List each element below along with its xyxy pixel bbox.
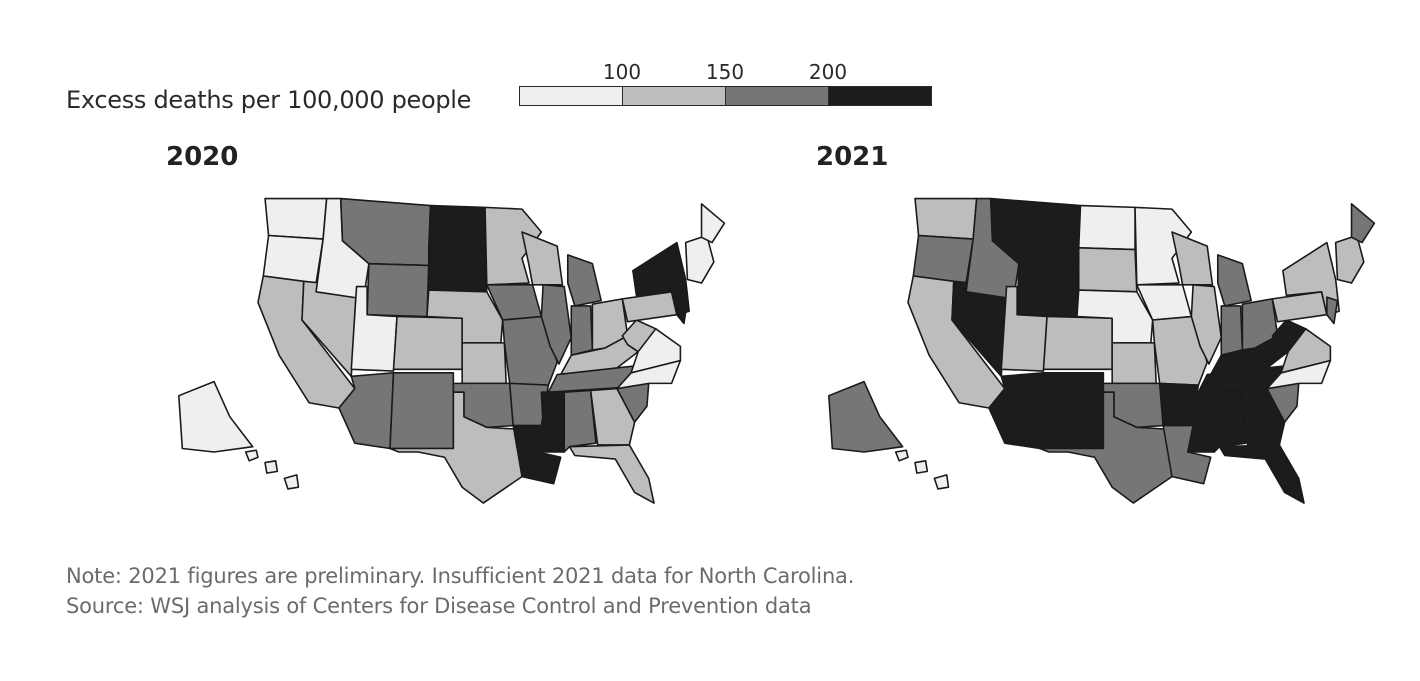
- state-ks-2020: [461, 342, 507, 385]
- state-wy-2021: [1016, 262, 1080, 318]
- state-mi-2020: [566, 254, 602, 307]
- state-al-2020: [563, 389, 597, 453]
- state-wa-2021: [914, 197, 978, 240]
- state-il-2020: [540, 284, 573, 365]
- state-nd-2021: [1077, 204, 1136, 251]
- note-text: Note: 2021 figures are preliminary. Insu…: [66, 564, 855, 588]
- legend-bin-100-150: [622, 86, 726, 106]
- us-map-2021: [828, 197, 1376, 504]
- state-or-2020: [262, 234, 324, 284]
- legend-title: Excess deaths per 100,000 people: [66, 86, 472, 114]
- state-ms-2021: [1187, 391, 1216, 453]
- state-fl-2021: [1218, 444, 1305, 504]
- state-hi-2020: [244, 449, 300, 490]
- state-nm-2021: [1039, 372, 1105, 450]
- state-in-2021: [1220, 305, 1244, 356]
- legend-bin-150-200: [725, 86, 829, 106]
- map-title-2021: 2021: [816, 142, 889, 172]
- legend-tick-100: 100: [602, 60, 642, 84]
- state-co-2021: [1042, 315, 1113, 371]
- state-co-2020: [392, 315, 463, 371]
- state-pa-2020: [621, 291, 678, 323]
- state-wa-2020: [264, 197, 328, 240]
- state-mi-2021: [1216, 254, 1252, 307]
- state-ak-2021: [828, 380, 904, 453]
- state-al-2021: [1213, 389, 1247, 453]
- state-me-2021: [1350, 203, 1376, 244]
- legend-bin-under-100: [519, 86, 623, 106]
- state-hi-2021: [894, 449, 950, 490]
- source-text: Source: WSJ analysis of Centers for Dise…: [66, 594, 812, 618]
- state-tx-2020: [389, 391, 523, 504]
- state-il-2021: [1190, 284, 1223, 365]
- state-wv-2021: [1271, 319, 1307, 353]
- state-sd-2020: [427, 247, 488, 293]
- legend-tick-150: 150: [705, 60, 745, 84]
- state-or-2021: [912, 234, 974, 284]
- state-ms-2020: [537, 391, 566, 453]
- state-nj-2020: [676, 296, 689, 325]
- state-sd-2021: [1077, 247, 1138, 293]
- state-in-2020: [570, 305, 594, 356]
- map-title-2020: 2020: [166, 142, 239, 172]
- legend-scale: 100 150 200: [519, 60, 932, 108]
- us-map-2020: [178, 197, 726, 504]
- state-ak-2020: [178, 380, 254, 453]
- state-pa-2021: [1271, 291, 1328, 323]
- state-ne-new-2021: [1334, 234, 1365, 284]
- state-wy-2020: [366, 262, 430, 318]
- state-me-2020: [700, 203, 726, 244]
- state-ks-2021: [1111, 342, 1157, 385]
- state-nj-2021: [1326, 296, 1339, 325]
- legend-bin-over-200: [828, 86, 932, 106]
- state-ne-new-2020: [684, 234, 715, 284]
- state-nd-2020: [427, 204, 486, 251]
- legend-tick-200: 200: [808, 60, 848, 84]
- state-tx-2021: [1039, 391, 1173, 504]
- state-nm-2020: [389, 372, 455, 450]
- state-wv-2020: [621, 319, 657, 353]
- state-fl-2020: [568, 444, 655, 504]
